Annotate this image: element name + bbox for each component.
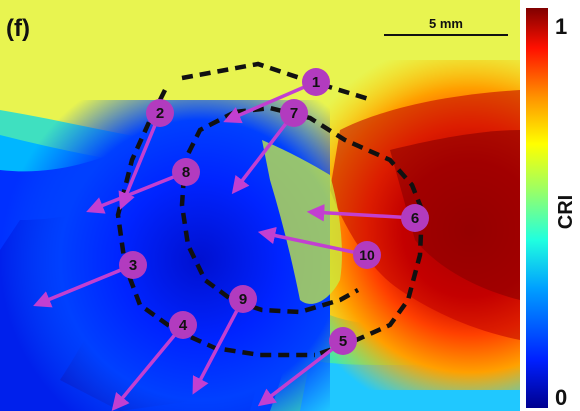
arrow-9	[192, 298, 245, 395]
svg-text:6: 6	[411, 210, 419, 227]
arrow-5	[257, 339, 345, 407]
marker-10: 10	[353, 241, 381, 269]
svg-text:3: 3	[129, 257, 137, 274]
marker-1: 1	[302, 68, 330, 96]
arrow-6	[306, 203, 416, 222]
marker-5: 5	[329, 327, 357, 355]
colorbar-max-label: 1	[555, 14, 567, 39]
marker-4: 4	[169, 311, 197, 339]
markers: 1 2 3 4 5 6 7 8 9 10	[119, 68, 429, 355]
arrows	[33, 80, 416, 411]
colorbar-gradient	[526, 8, 548, 408]
colorbar: 1 CRI 0	[526, 8, 577, 410]
svg-text:8: 8	[182, 164, 190, 181]
inner-dashed-contour	[179, 105, 425, 358]
svg-text:1: 1	[312, 74, 320, 91]
arrow-2	[118, 112, 162, 210]
outer-dashed-contour	[115, 61, 373, 358]
svg-text:7: 7	[290, 105, 298, 122]
scale-bar-label: 5 mm	[429, 16, 463, 31]
svg-text:5: 5	[339, 333, 347, 350]
arrow-4	[111, 323, 185, 411]
svg-text:10: 10	[359, 247, 375, 263]
svg-text:4: 4	[179, 317, 188, 334]
marker-3: 3	[119, 251, 147, 279]
marker-6: 6	[401, 204, 429, 232]
marker-7: 7	[280, 99, 308, 127]
svg-text:2: 2	[156, 105, 164, 122]
activation-outline	[115, 61, 425, 358]
cri-map	[0, 0, 520, 411]
marker-8: 8	[172, 158, 200, 186]
arrow-8	[86, 170, 187, 214]
marker-9: 9	[229, 285, 257, 313]
arrow-7	[231, 111, 296, 195]
marker-2: 2	[146, 99, 174, 127]
colorbar-min-label: 0	[555, 385, 567, 410]
arrow-3	[33, 263, 134, 308]
svg-text:9: 9	[239, 291, 247, 308]
panel-label: (f)	[6, 15, 30, 42]
arrow-1	[223, 80, 317, 124]
colorbar-title: CRI	[555, 195, 577, 229]
arrow-10	[257, 226, 368, 257]
scale-bar: 5 mm	[384, 16, 508, 36]
